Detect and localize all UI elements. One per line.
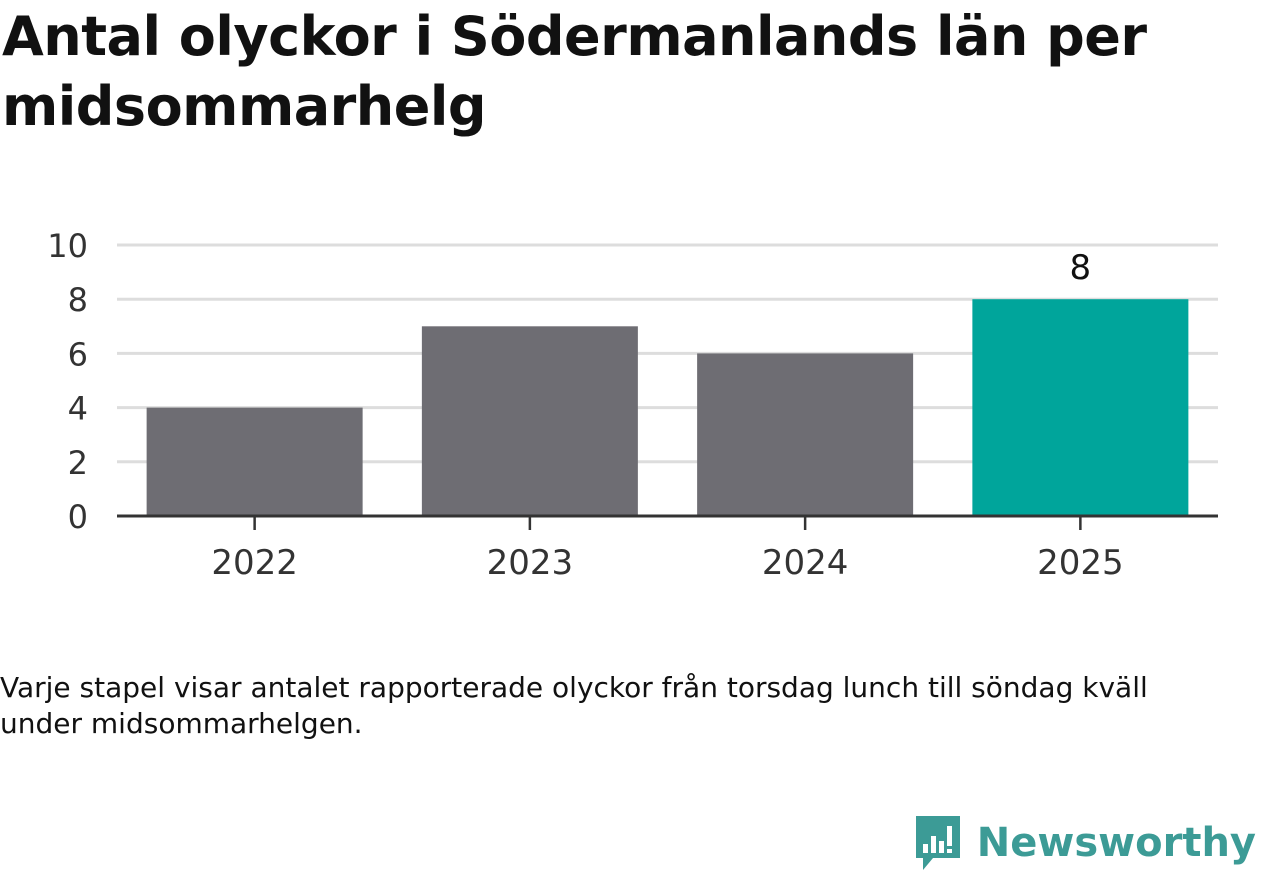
- x-tick-label: 2024: [762, 543, 849, 583]
- bar: [697, 353, 914, 516]
- y-tick-label: 2: [68, 444, 88, 482]
- y-tick-label: 6: [68, 335, 88, 373]
- y-tick-label: 8: [68, 281, 88, 319]
- brand-name: Newsworthy: [976, 820, 1256, 866]
- y-tick-label: 10: [47, 227, 88, 265]
- x-axis: [117, 514, 1218, 530]
- y-tick-label: 0: [68, 498, 88, 536]
- y-tick-label: 4: [68, 390, 88, 428]
- bar: [972, 299, 1189, 516]
- chart-title: Antal olyckor i Södermanlands län per mi…: [2, 5, 1147, 138]
- chart-caption: Varje stapel visar antalet rapporterade …: [0, 671, 1148, 740]
- data-label: 8: [1070, 248, 1092, 288]
- bar: [421, 326, 638, 516]
- bars: [146, 299, 1189, 516]
- x-tick-label: 2022: [211, 543, 298, 583]
- x-tick-label: 2023: [487, 543, 574, 583]
- bar: [146, 407, 363, 516]
- brand-logo: Newsworthy: [913, 813, 1256, 873]
- labels: 0 2 4 6 8 10 2022 2023 2024 2025 8: [47, 227, 1123, 583]
- newsworthy-logo-icon: [915, 816, 960, 870]
- x-tick-label: 2025: [1037, 543, 1124, 583]
- bar-chart: 0 2 4 6 8 10 2022 2023 2024 2025 8: [47, 227, 1218, 583]
